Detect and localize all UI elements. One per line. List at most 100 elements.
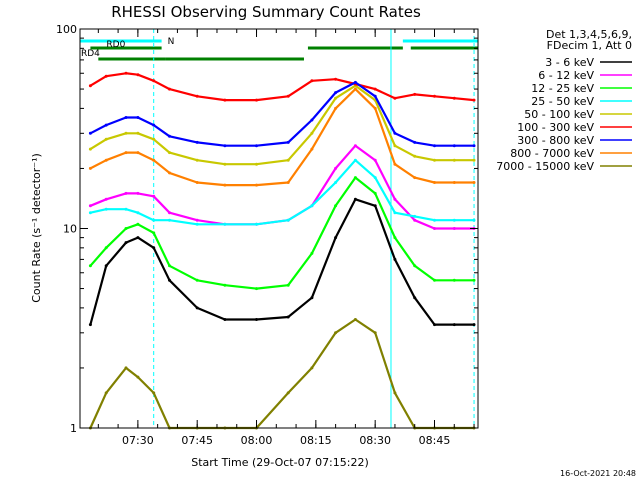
series-point	[195, 306, 199, 310]
series-point	[255, 98, 258, 102]
series-point	[373, 191, 377, 195]
series-point	[286, 181, 290, 184]
series-point	[136, 375, 140, 379]
legend-header: Det 1,3,4,5,6,9,	[546, 28, 632, 41]
series-point	[223, 222, 227, 226]
series-point	[452, 96, 456, 100]
series-point	[286, 315, 290, 319]
series-point	[223, 318, 227, 321]
series-point	[152, 246, 156, 250]
series-point	[353, 318, 357, 321]
series-point	[124, 71, 128, 75]
series-point	[353, 80, 357, 84]
series-point	[373, 87, 377, 91]
series-point	[433, 323, 436, 327]
series-point	[310, 296, 314, 300]
series-point	[472, 181, 476, 184]
series-point	[373, 176, 377, 180]
series-point	[393, 96, 397, 100]
series-point	[152, 194, 156, 198]
series-point	[104, 74, 108, 78]
series-point	[393, 391, 397, 395]
series-point	[152, 231, 156, 235]
series-point	[88, 204, 92, 208]
series-point	[413, 154, 417, 158]
legend-label: 100 - 300 keV	[517, 121, 594, 134]
series-point	[393, 162, 397, 166]
series-point	[433, 158, 436, 162]
annotation-label: RD4	[81, 49, 100, 59]
series-point	[88, 211, 92, 215]
series-point	[104, 197, 108, 201]
legend-label: 3 - 6 keV	[545, 56, 594, 69]
x-tick-label: 08:15	[300, 434, 332, 447]
series-point	[152, 218, 156, 222]
series-point	[104, 137, 108, 141]
series-point	[472, 323, 476, 327]
series-point	[168, 218, 171, 222]
annotation-label: RD0	[106, 40, 125, 50]
series-point	[310, 366, 314, 370]
y-tick-label: 1	[70, 422, 77, 435]
series-point	[195, 222, 199, 226]
x-tick-label: 08:45	[419, 434, 451, 447]
series-point	[393, 197, 397, 201]
series-point	[255, 183, 258, 187]
series-point	[452, 278, 456, 282]
series-point	[334, 204, 338, 208]
series-point	[452, 158, 456, 162]
series-point	[223, 183, 227, 187]
series-point	[334, 106, 338, 110]
series-point	[136, 116, 140, 119]
series-point	[286, 218, 290, 222]
series-point	[104, 246, 108, 250]
series-point	[168, 264, 171, 268]
series-point	[472, 158, 476, 162]
series-point	[433, 278, 436, 282]
series-point	[88, 131, 92, 135]
series-point	[472, 278, 476, 282]
series-point	[124, 207, 128, 211]
plot-frame	[79, 28, 479, 429]
series-point	[393, 257, 397, 261]
legend-header: FDecim 1, Att 0	[547, 39, 632, 52]
series-point	[433, 144, 436, 148]
legend: Det 1,3,4,5,6,9,FDecim 1, Att 0 3 - 6 keV…	[496, 28, 632, 173]
series-point	[168, 278, 171, 282]
series-point	[136, 151, 140, 155]
series-point	[168, 171, 171, 175]
series-point	[136, 211, 140, 215]
series-point	[452, 323, 456, 327]
series-point	[195, 94, 199, 98]
series-point	[255, 144, 258, 148]
series-point	[452, 181, 456, 184]
series-point	[136, 236, 140, 240]
series-point	[413, 264, 417, 268]
legend-label: 6 - 12 keV	[538, 69, 594, 82]
series-point	[334, 166, 338, 170]
series-point	[88, 323, 92, 327]
series-point	[433, 94, 436, 98]
series-point	[136, 191, 140, 195]
series-point	[310, 204, 314, 208]
series-point	[413, 296, 417, 300]
series-line	[89, 72, 475, 102]
series-point	[310, 147, 314, 151]
series-lines	[88, 71, 476, 430]
series-point	[413, 218, 417, 222]
series-point	[223, 162, 227, 166]
series-point	[452, 144, 456, 148]
series-point	[104, 158, 108, 162]
series-point	[433, 181, 436, 184]
x-tick-label: 08:00	[241, 434, 273, 447]
series-point	[334, 236, 338, 240]
series-point	[136, 222, 140, 226]
series-point	[353, 158, 357, 162]
series-point	[195, 278, 199, 282]
time-boundaries	[79, 29, 475, 428]
series-point	[310, 79, 314, 83]
series-point	[334, 77, 338, 81]
series-point	[452, 218, 456, 222]
series-point	[136, 73, 140, 77]
